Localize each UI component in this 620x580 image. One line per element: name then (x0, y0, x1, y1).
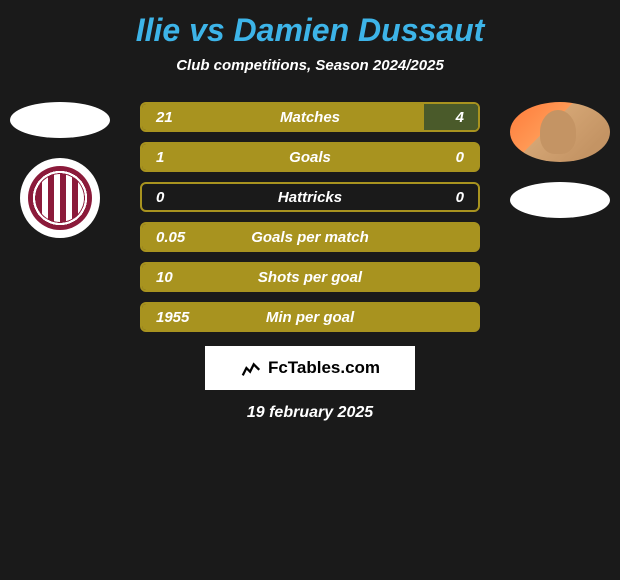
stat-row: 1955 Min per goal (140, 302, 480, 332)
stat-left-value: 21 (156, 109, 173, 126)
header: Ilie vs Damien Dussaut Club competitions… (0, 0, 620, 82)
right-badges (510, 102, 610, 218)
stat-row: 0.05 Goals per match (140, 222, 480, 252)
stat-left-value: 0.05 (156, 229, 185, 246)
brand-icon (240, 357, 262, 379)
stat-right-value: 0 (456, 189, 464, 206)
stat-label: Min per goal (266, 309, 354, 326)
page-subtitle: Club competitions, Season 2024/2025 (0, 57, 620, 74)
club-logo-left (20, 158, 100, 238)
stats-container: 214Matches10Goals00Hattricks0.05Goals pe… (130, 102, 490, 332)
main-content: 214Matches10Goals00Hattricks0.05Goals pe… (0, 82, 620, 442)
player-right-photo (510, 102, 610, 162)
stat-row: 21 4 Matches (140, 102, 480, 132)
stat-left-value: 1 (156, 149, 164, 166)
stat-right-value: 0 (456, 149, 464, 166)
brand-badge: FcTables.com (205, 346, 415, 390)
club-right-placeholder (510, 182, 610, 218)
stat-left-value: 10 (156, 269, 173, 286)
page-title: Ilie vs Damien Dussaut (0, 12, 620, 49)
stat-label: Hattricks (278, 189, 342, 206)
stat-row: 0 0 Hattricks (140, 182, 480, 212)
stat-row: 1 0 Goals (140, 142, 480, 172)
stat-fill-right (424, 104, 478, 130)
stat-label: Shots per goal (258, 269, 362, 286)
brand-text: FcTables.com (268, 358, 380, 378)
stat-label: Matches (280, 109, 340, 126)
stat-left-value: 0 (156, 189, 164, 206)
stat-left-value: 1955 (156, 309, 189, 326)
stat-label: Goals (289, 149, 331, 166)
stat-row: 10 Shots per goal (140, 262, 480, 292)
date-text: 19 february 2025 (0, 404, 620, 422)
stat-right-value: 4 (456, 109, 464, 126)
player-left-placeholder (10, 102, 110, 138)
stat-label: Goals per match (251, 229, 369, 246)
left-badges (10, 102, 110, 238)
